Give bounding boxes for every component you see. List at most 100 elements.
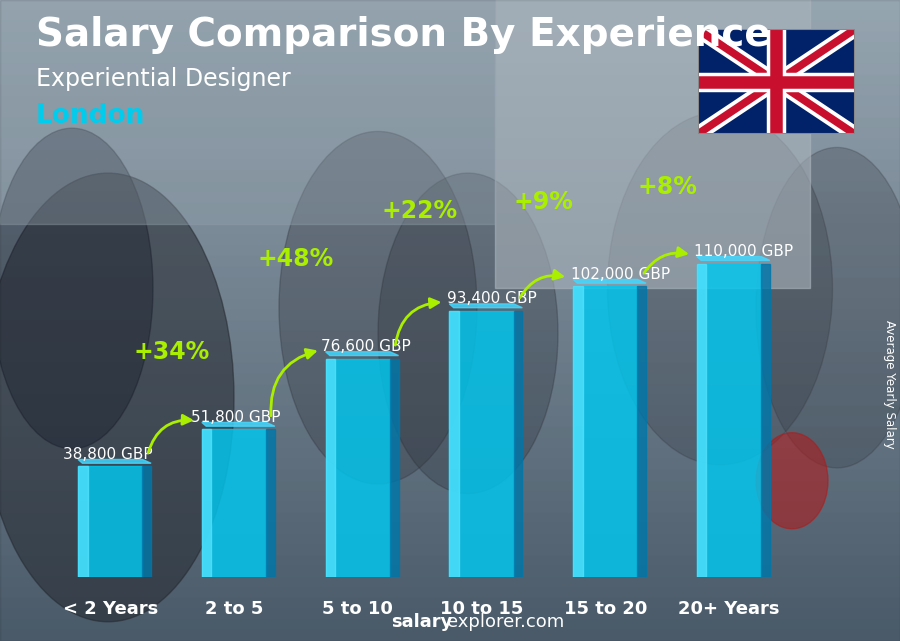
Text: 76,600 GBP: 76,600 GBP: [320, 339, 410, 354]
Bar: [0, 139, 900, 149]
Text: 38,800 GBP: 38,800 GBP: [63, 447, 153, 462]
Text: explorer.com: explorer.com: [447, 613, 564, 631]
Text: London: London: [36, 103, 146, 129]
Bar: [761, 263, 770, 577]
Bar: [0, 181, 900, 192]
Bar: [0, 566, 900, 577]
Bar: [0, 213, 900, 224]
Ellipse shape: [756, 147, 900, 468]
Bar: [0, 502, 900, 513]
Bar: [0, 64, 900, 75]
Text: 102,000 GBP: 102,000 GBP: [571, 267, 670, 281]
Ellipse shape: [756, 433, 828, 529]
Bar: [0, 21, 900, 32]
Bar: [0, 192, 900, 203]
Bar: [0, 470, 900, 481]
Text: < 2 Years: < 2 Years: [63, 600, 158, 618]
Polygon shape: [326, 352, 399, 356]
Bar: [0, 524, 900, 534]
Bar: [78, 467, 142, 577]
Bar: [495, 0, 810, 288]
Bar: [0, 11, 900, 21]
Bar: [449, 311, 514, 577]
Bar: [0, 278, 900, 288]
Bar: [0, 449, 900, 460]
Text: 20+ Years: 20+ Years: [679, 600, 779, 618]
Bar: [0, 85, 900, 96]
Bar: [637, 287, 646, 577]
Bar: [0, 406, 900, 417]
Bar: [0, 353, 900, 363]
Bar: [0, 160, 900, 171]
Bar: [0, 43, 900, 53]
Ellipse shape: [608, 112, 832, 465]
Bar: [78, 467, 87, 577]
Bar: [0, 149, 900, 160]
Text: 5 to 10: 5 to 10: [322, 600, 393, 618]
Bar: [514, 311, 522, 577]
Bar: [0, 363, 900, 374]
Bar: [0, 385, 900, 395]
Text: +34%: +34%: [134, 340, 211, 364]
Bar: [0, 545, 900, 556]
Text: 110,000 GBP: 110,000 GBP: [695, 244, 794, 259]
Text: 2 to 5: 2 to 5: [205, 600, 263, 618]
Bar: [0, 620, 900, 630]
Text: +8%: +8%: [637, 174, 698, 199]
Bar: [573, 287, 637, 577]
Bar: [266, 429, 274, 577]
Bar: [0, 492, 900, 502]
Bar: [0, 331, 900, 342]
Bar: [0, 171, 900, 181]
Bar: [0, 235, 900, 246]
Polygon shape: [573, 279, 646, 283]
Bar: [697, 263, 706, 577]
Bar: [0, 577, 900, 588]
Bar: [0, 246, 900, 256]
Bar: [0, 256, 900, 267]
Bar: [0, 609, 900, 620]
Bar: [0, 342, 900, 353]
Text: 15 to 20: 15 to 20: [563, 600, 647, 618]
Ellipse shape: [378, 173, 558, 494]
Bar: [0, 288, 900, 299]
Bar: [326, 359, 335, 577]
Bar: [697, 263, 761, 577]
Bar: [0, 117, 900, 128]
Text: salary: salary: [392, 613, 453, 631]
Text: 93,400 GBP: 93,400 GBP: [446, 291, 536, 306]
Bar: [0, 107, 900, 117]
Bar: [0, 513, 900, 524]
Bar: [0, 96, 900, 107]
Polygon shape: [78, 460, 151, 463]
Bar: [0, 481, 900, 492]
Text: Salary Comparison By Experience: Salary Comparison By Experience: [36, 16, 770, 54]
Bar: [0, 310, 900, 320]
Bar: [0, 75, 900, 85]
Text: Experiential Designer: Experiential Designer: [36, 67, 291, 91]
Bar: [0, 417, 900, 428]
Text: 10 to 15: 10 to 15: [440, 600, 523, 618]
Bar: [142, 467, 151, 577]
Bar: [0, 224, 900, 235]
Bar: [0, 534, 900, 545]
Bar: [0, 395, 900, 406]
Bar: [0, 0, 495, 224]
Ellipse shape: [0, 128, 153, 449]
Polygon shape: [202, 422, 274, 426]
Text: +22%: +22%: [382, 199, 458, 223]
Bar: [0, 428, 900, 438]
Text: +48%: +48%: [257, 247, 334, 271]
Bar: [0, 267, 900, 278]
Bar: [0, 598, 900, 609]
Bar: [0, 0, 900, 11]
Bar: [326, 359, 390, 577]
Bar: [0, 438, 900, 449]
Bar: [0, 588, 900, 598]
Bar: [0, 299, 900, 310]
Bar: [202, 429, 211, 577]
Bar: [0, 630, 900, 641]
Bar: [0, 53, 900, 64]
Bar: [573, 287, 582, 577]
Polygon shape: [697, 256, 770, 260]
